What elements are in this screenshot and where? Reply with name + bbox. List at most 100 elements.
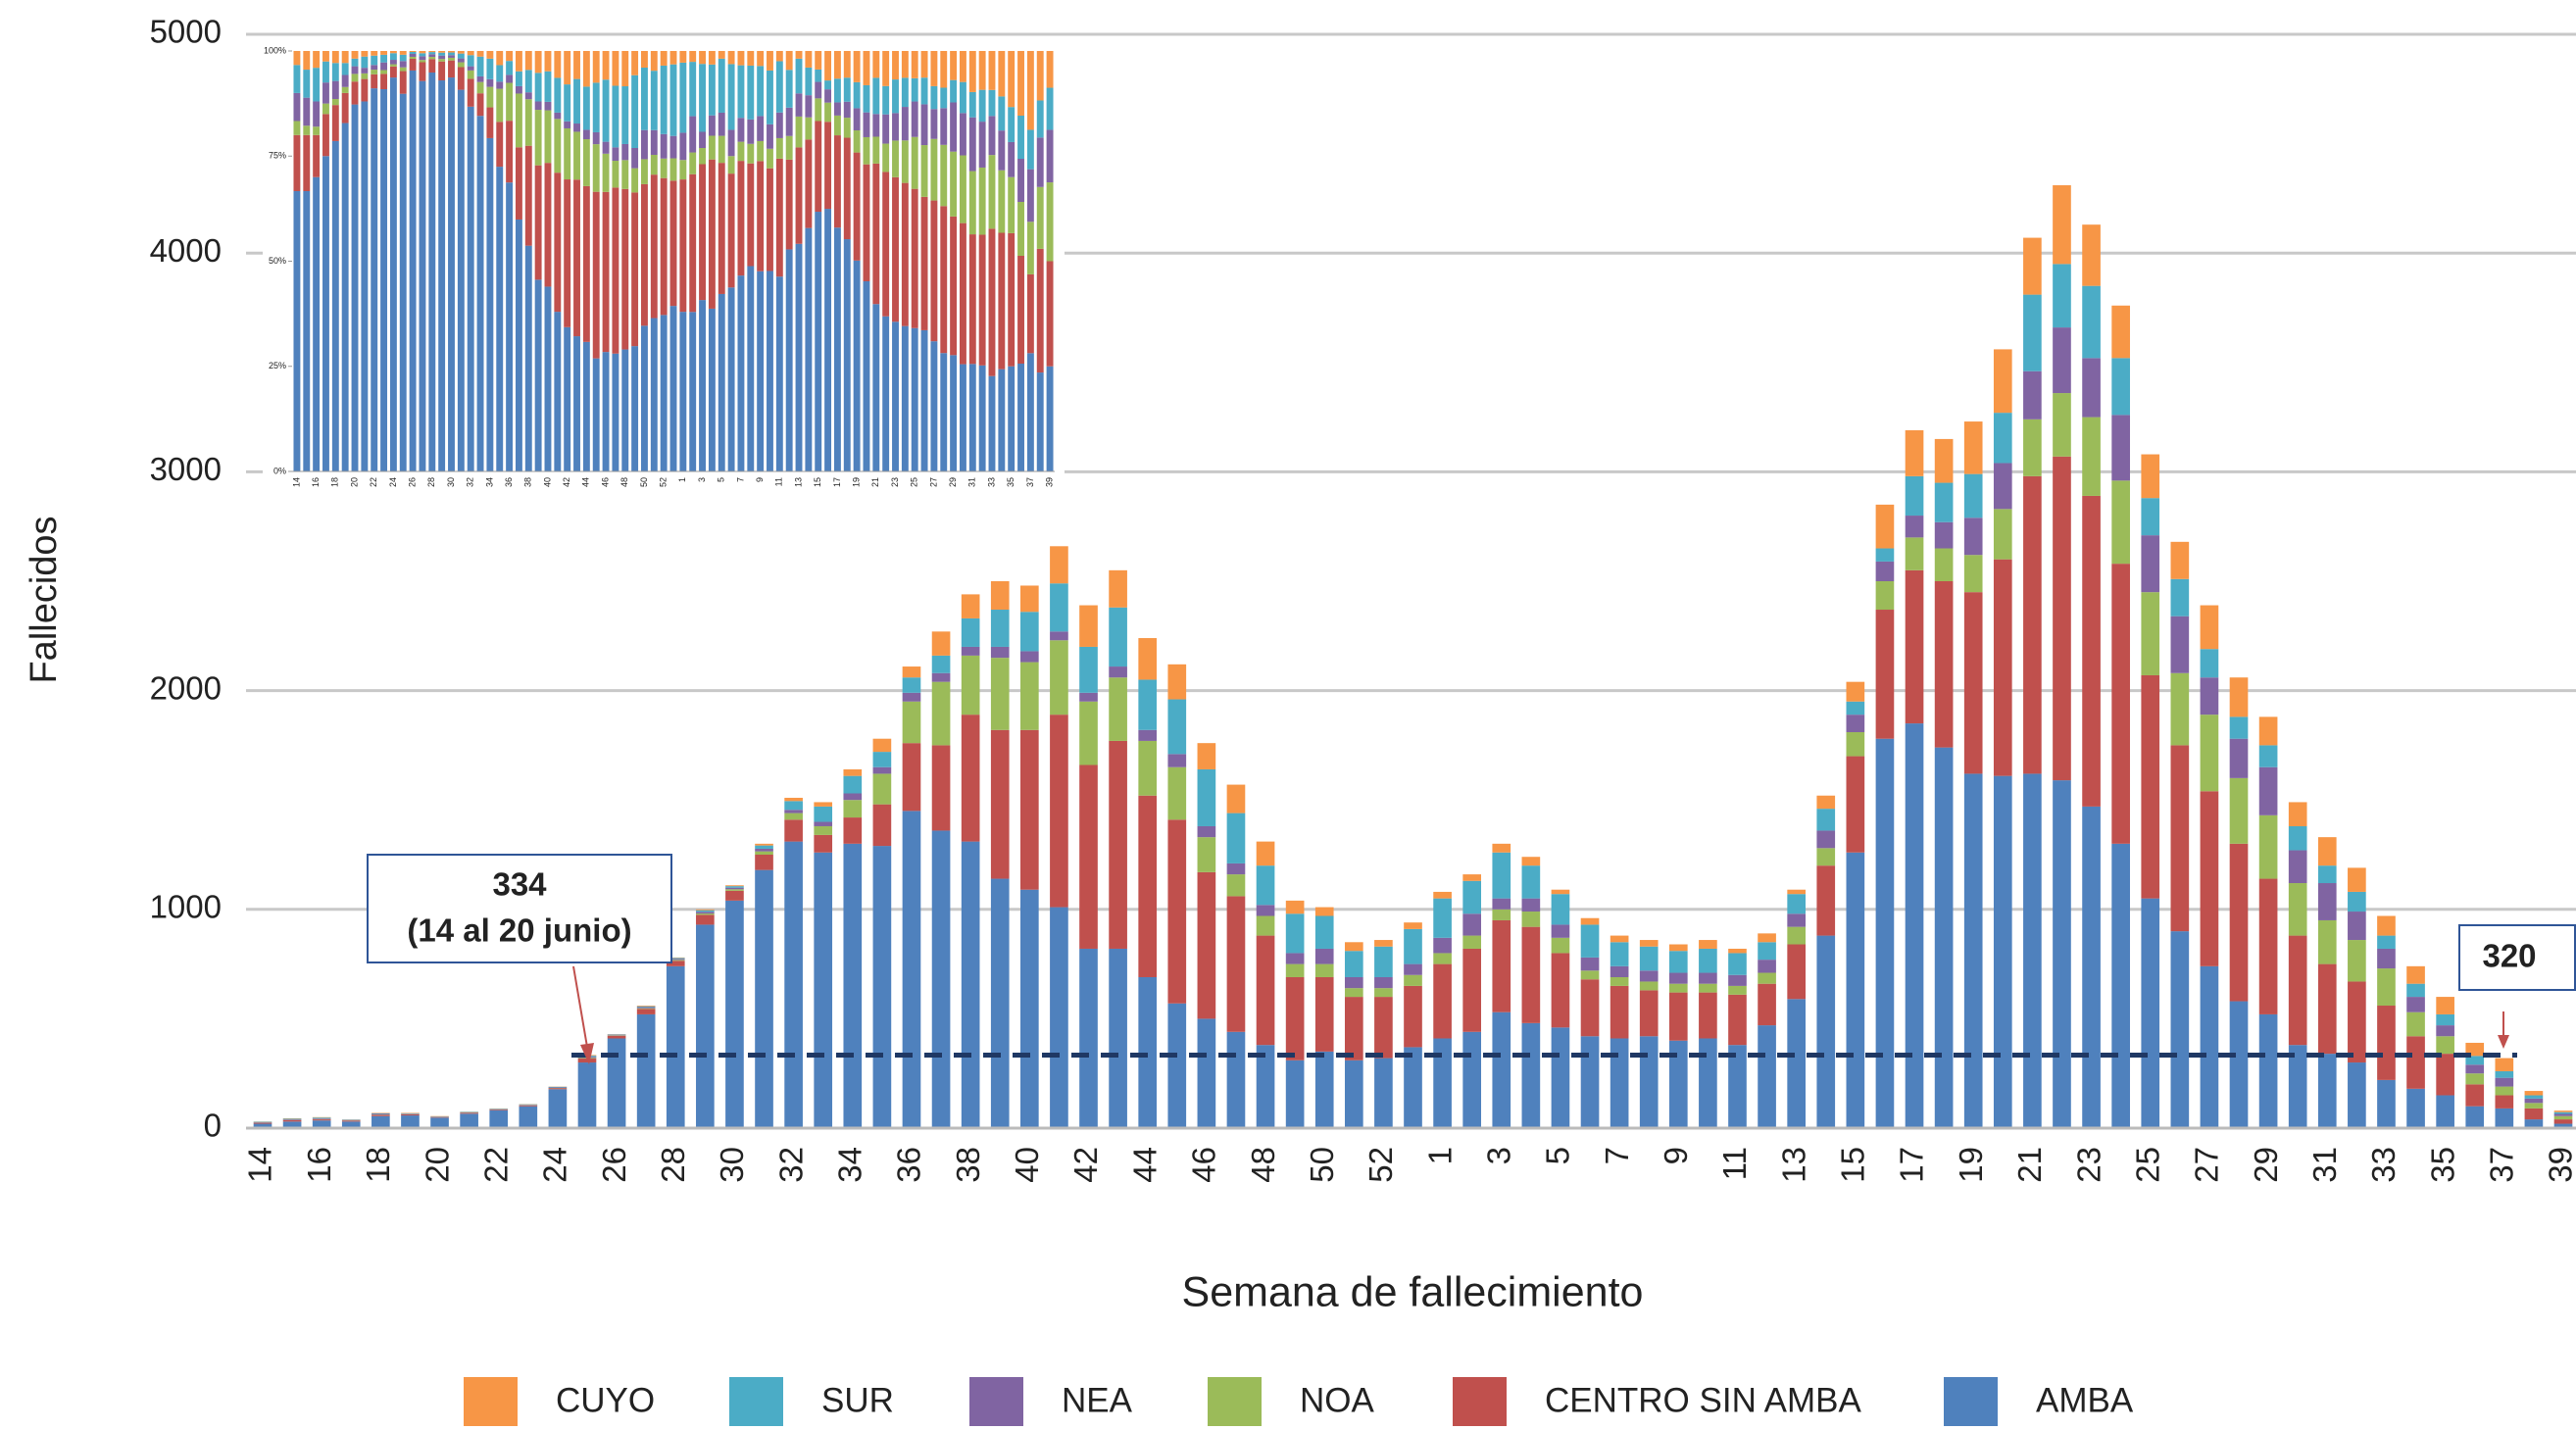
bar-segment <box>1109 607 1127 667</box>
inset-bar-segment <box>496 65 504 82</box>
bar-segment <box>843 800 863 818</box>
inset-bar-segment <box>303 191 311 471</box>
bar-segment <box>2495 1070 2514 1078</box>
bar-segment <box>1020 612 1039 652</box>
inset-bar-segment <box>303 134 311 191</box>
inset-bar-segment <box>669 64 677 136</box>
inset-bar-segment <box>564 179 571 327</box>
inset-y-tick-label: 100% <box>264 45 286 55</box>
bar-segment <box>2082 224 2101 286</box>
inset-x-tick-label: 42 <box>562 477 571 487</box>
inset-bar-segment <box>534 279 542 471</box>
inset-bar-segment <box>612 353 619 471</box>
bar-segment <box>2053 393 2071 457</box>
inset-bar-segment <box>467 106 474 471</box>
inset-bar-segment <box>699 131 706 148</box>
inset-x-tick-label: 31 <box>967 477 977 487</box>
bar-segment <box>784 797 803 802</box>
x-tick-label: 31 <box>2306 1147 2343 1183</box>
inset-bar-segment <box>1036 248 1044 373</box>
bar-segment <box>1344 942 1363 952</box>
inset-bar-segment <box>554 173 562 313</box>
inset-bar-segment <box>853 51 861 82</box>
inset-bar-segment <box>1017 256 1024 364</box>
bar-segment <box>2553 1111 2573 1114</box>
x-tick-label: 35 <box>2424 1147 2460 1183</box>
bar-segment <box>1492 909 1511 920</box>
bar-segment <box>1610 965 1629 977</box>
bar-segment <box>1433 891 1452 899</box>
inset-bar-segment <box>872 163 880 305</box>
legend-label: CUYO <box>556 1381 655 1419</box>
bar-segment <box>430 1117 449 1128</box>
bar-segment <box>2111 415 2130 481</box>
bar-segment <box>1050 631 1068 641</box>
bar-segment <box>2524 1095 2544 1099</box>
bar-segment <box>2465 1073 2485 1085</box>
inset-bar-segment <box>863 280 870 471</box>
inset-bar-segment <box>554 51 562 78</box>
inset-bar-segment <box>718 135 725 164</box>
bar-segment <box>2288 935 2307 1046</box>
bar-segment <box>1639 946 1659 971</box>
inset-bar-segment <box>815 69 822 82</box>
x-tick-label: 15 <box>1835 1147 1871 1183</box>
x-tick-label: 44 <box>1126 1147 1163 1183</box>
inset-x-tick-label: 25 <box>910 477 919 487</box>
inset-bar-segment <box>815 98 822 122</box>
inset-x-tick-label: 26 <box>407 477 417 487</box>
bar-segment <box>1758 942 1776 961</box>
bar-segment <box>1167 754 1187 767</box>
bar-segment <box>1138 740 1158 796</box>
inset-bar-segment <box>554 312 562 471</box>
inset-bar-segment <box>1026 353 1034 471</box>
bar-segment <box>755 845 773 849</box>
inset-bar-segment <box>621 86 629 144</box>
bar-segment <box>1138 679 1158 730</box>
inset-bar-segment <box>419 80 426 472</box>
bar-segment <box>636 1006 656 1007</box>
inset-bar-segment <box>486 58 494 79</box>
inset-bar-segment <box>476 81 484 94</box>
inset-bar-segment <box>641 129 648 160</box>
bar-segment <box>2258 745 2278 767</box>
bar-segment <box>2141 454 2160 499</box>
inset-bar-segment <box>476 75 484 82</box>
inset-bar-segment <box>920 196 928 330</box>
bar-segment <box>1521 926 1541 1023</box>
bar-segment <box>696 909 715 911</box>
bar-segment <box>1639 981 1659 991</box>
inset-bar-segment <box>718 58 725 113</box>
bar-segment <box>2170 745 2190 932</box>
inset-bar-segment <box>419 60 426 63</box>
inset-x-tick-label: 40 <box>542 477 552 487</box>
legend-label: NEA <box>1062 1381 1133 1419</box>
bar-segment <box>1846 681 1865 702</box>
bar-segment <box>725 885 744 887</box>
inset-bar-segment <box>515 147 522 220</box>
bar-segment <box>1934 581 1954 748</box>
inset-bar-segment <box>950 355 958 471</box>
inset-x-tick-label: 13 <box>793 477 803 487</box>
bar-segment <box>1963 421 1983 474</box>
inset-bar-segment <box>496 167 504 471</box>
bar-segment <box>1610 935 1629 943</box>
inset-bar-segment <box>853 81 861 109</box>
inset-x-tick-label: 48 <box>619 477 629 487</box>
inset-x-tick-label: 27 <box>928 477 938 487</box>
bar-segment <box>666 960 685 962</box>
bar-segment <box>1167 664 1187 700</box>
inset-bar-segment <box>805 67 813 96</box>
inset-bar-segment <box>833 78 841 103</box>
inset-bar-segment <box>331 51 339 64</box>
inset-bar-segment <box>534 101 542 111</box>
inset-bar-segment <box>361 78 369 102</box>
x-tick-label: 1 <box>1421 1147 1458 1164</box>
x-tick-label: 46 <box>1186 1147 1222 1183</box>
bar-segment <box>2023 370 2042 419</box>
inset-bar-segment <box>708 51 716 65</box>
inset-bar-segment <box>767 168 773 271</box>
bar-segment <box>1167 819 1187 1004</box>
inset-bar-segment <box>1008 176 1016 233</box>
bar-segment <box>2377 948 2396 969</box>
